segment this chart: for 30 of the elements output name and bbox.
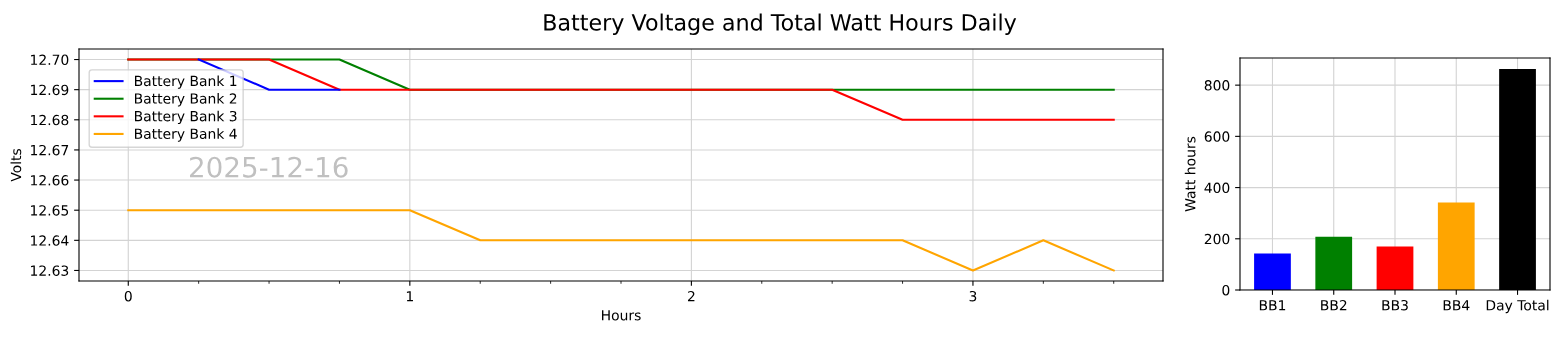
- y-tick-label: 12.64: [31, 235, 69, 246]
- y-tick-label: 12.68: [31, 114, 69, 126]
- x-tick-label: 1: [406, 291, 413, 302]
- annotation: 2025-12-16: [190, 156, 348, 178]
- y-tick-label: 200: [1204, 233, 1230, 245]
- y-tick-label: 400: [1204, 182, 1230, 194]
- x-tick-label: 0: [124, 290, 132, 302]
- x-tick-label: BB2: [1321, 299, 1347, 311]
- x-tick-label: BB4: [1443, 300, 1470, 311]
- x-tick-label: BB1: [1259, 300, 1286, 311]
- y-tick-label: 12.65: [31, 205, 69, 216]
- x-axis-title: Hours: [602, 310, 641, 321]
- y-tick-label: 12.70: [31, 54, 69, 66]
- y-tick-label: 600: [1204, 131, 1230, 142]
- legend-label: Battery Bank 4: [135, 128, 237, 142]
- y-tick-label: 12.69: [31, 84, 69, 96]
- chart-title: Battery Voltage and Total Watt Hours Daily: [544, 13, 1017, 36]
- legend-label: Battery Bank 3: [135, 110, 237, 125]
- x-tick-label: 2: [687, 290, 695, 302]
- y-tick-label: 12.63: [31, 265, 69, 276]
- y-tick-label: 12.66: [31, 175, 69, 186]
- x-tick-label: Day Total: [1486, 299, 1549, 314]
- x-tick-label: 3: [969, 290, 977, 302]
- y-tick-label: 800: [1204, 80, 1230, 91]
- y-axis-title: Volts: [10, 148, 22, 182]
- legend-label: Battery Bank 2: [135, 93, 237, 107]
- x-tick-label: BB3: [1382, 299, 1408, 311]
- y-axis-title: Watt hours: [1184, 136, 1196, 212]
- y-tick-label: 12.67: [31, 144, 69, 156]
- legend-label: Battery Bank 1: [135, 75, 237, 89]
